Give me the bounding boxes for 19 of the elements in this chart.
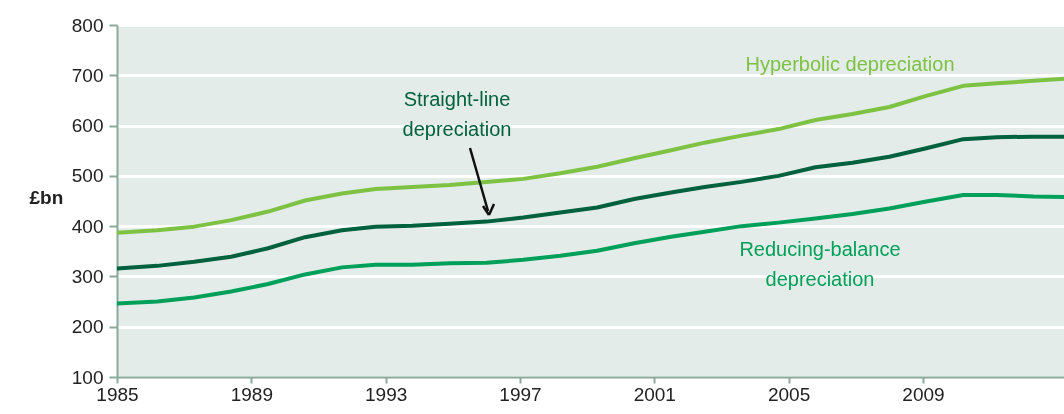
y-tick-label: 600: [71, 115, 104, 137]
x-tick-label: 2009: [902, 383, 945, 405]
y-tick-label: 300: [71, 265, 104, 287]
x-tick-label: 2005: [767, 383, 811, 405]
x-tick-label: 1993: [365, 383, 408, 405]
y-axis-title: £bn: [29, 186, 64, 208]
y-tick-label: 200: [71, 316, 104, 338]
y-tick-label: 800: [71, 14, 104, 36]
y-tick-label: 500: [71, 165, 104, 187]
y-tick-label: 400: [71, 215, 104, 237]
x-tick-label: 1989: [230, 383, 273, 405]
line-series: [117, 76, 1064, 235]
series-label: Hyperbolic depreciation: [745, 53, 955, 75]
series-label: Reducing-balance depreciation: [739, 238, 901, 290]
x-tick-label: 2001: [633, 383, 676, 405]
x-tick-label: 1997: [499, 383, 542, 405]
y-tick-label: 700: [71, 64, 104, 86]
line-series: [117, 192, 1064, 306]
text: Straight-line depreciation: [402, 88, 512, 140]
